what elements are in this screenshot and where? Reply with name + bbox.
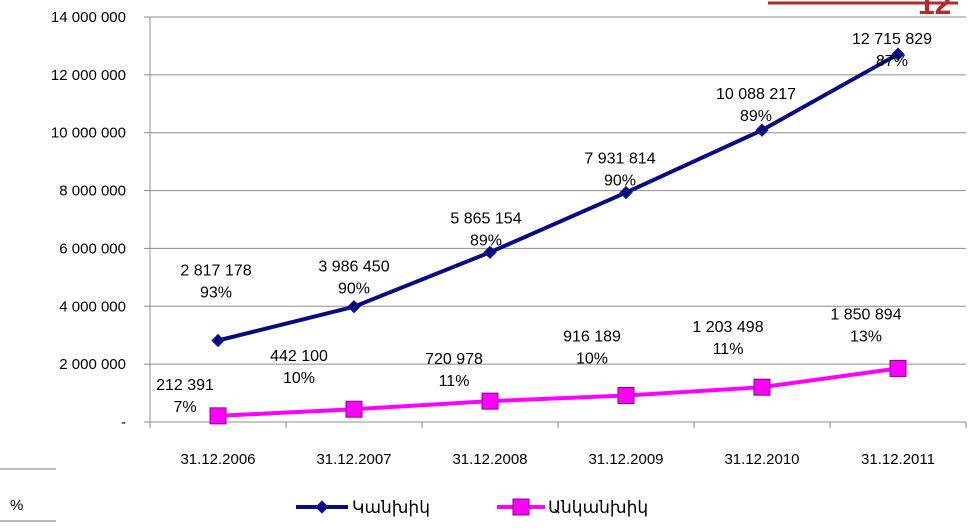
x-tick-label: 31.12.2006 [180, 451, 255, 468]
series-2-point [345, 400, 363, 418]
series-1-point [755, 123, 769, 137]
x-tick-label: 31.12.2011 [861, 451, 935, 468]
series-1-point [347, 299, 361, 314]
data-label-percent: 11% [439, 373, 470, 390]
data-label-percent: 10% [576, 350, 608, 367]
data-label-value: 720 978 [425, 351, 483, 368]
series-1-point [619, 185, 633, 200]
data-label-percent: 7% [173, 399, 196, 416]
legend-marker [315, 500, 329, 514]
data-label-percent: 87% [876, 53, 908, 70]
data-labels: 2 817 178 93% 3 986 450 90% 5 865 154 89% 7 93… [156, 31, 932, 416]
y-tick-label: - [121, 414, 126, 431]
x-tick-label: 31.12.2009 [588, 451, 663, 468]
data-label-percent: 89% [470, 232, 502, 249]
gridlines [150, 16, 966, 365]
data-label-value: 1 203 498 [692, 319, 763, 336]
data-label-percent: 90% [338, 281, 370, 298]
x-tick-label: 31.12.2008 [452, 451, 527, 468]
series-2-point [889, 359, 907, 377]
data-label-value: 2 817 178 [180, 263, 251, 280]
series-line-2 [217, 366, 899, 418]
x-tick-label: 31.12.2010 [724, 451, 799, 468]
side-percent-label: % [10, 497, 23, 514]
series-2-point [617, 386, 635, 404]
data-label-percent: 13% [850, 328, 882, 345]
legend-marker [512, 498, 530, 516]
x-tick-label: 31.12.2007 [316, 451, 391, 468]
data-label-percent: 90% [604, 173, 636, 190]
legend-label: Անկանխիկ [548, 498, 648, 517]
brand-mark: 12 [918, 0, 951, 21]
data-label-percent: 11% [713, 341, 744, 358]
data-label-value: 7 931 814 [584, 151, 655, 168]
data-label-value: 12 715 829 [852, 31, 932, 48]
data-label-value: 916 189 [563, 328, 621, 345]
y-tick-label: 4 000 000 [59, 298, 126, 315]
y-tick-label: 10 000 000 [51, 125, 126, 142]
y-tick-label: 6 000 000 [59, 240, 126, 257]
series-2-point [753, 378, 771, 396]
data-label-percent: 93% [200, 285, 232, 302]
legend-label: Կանխիկ [352, 498, 430, 517]
data-label-value: 3 986 450 [318, 259, 389, 276]
y-tick-label: 8 000 000 [59, 183, 126, 200]
y-tick-label: 14 000 000 [51, 9, 126, 26]
data-label-value: 10 088 217 [716, 86, 796, 103]
series-lines [209, 47, 907, 425]
series-line-1 [217, 52, 899, 343]
y-tick-label: 12 000 000 [51, 67, 126, 84]
data-label-value: 442 100 [270, 348, 328, 365]
series-2-point [209, 407, 227, 425]
series-1-point [483, 245, 497, 260]
series-1-point [211, 333, 225, 348]
data-label-value: 212 391 [156, 377, 214, 394]
axes: - 2 000 000 4 000 000 6 000 000 8 000 000 10 … [51, 9, 967, 468]
data-label-value: 1 850 894 [830, 306, 901, 323]
data-label-percent: 10% [283, 370, 315, 387]
legend: Կանխիկ Անկանխիկ [296, 498, 648, 517]
series-2-point [481, 392, 499, 410]
y-tick-label: 2 000 000 [59, 356, 126, 373]
data-label-percent: 89% [740, 108, 772, 125]
series-1-point [891, 47, 905, 61]
data-label-value: 5 865 154 [450, 210, 521, 227]
